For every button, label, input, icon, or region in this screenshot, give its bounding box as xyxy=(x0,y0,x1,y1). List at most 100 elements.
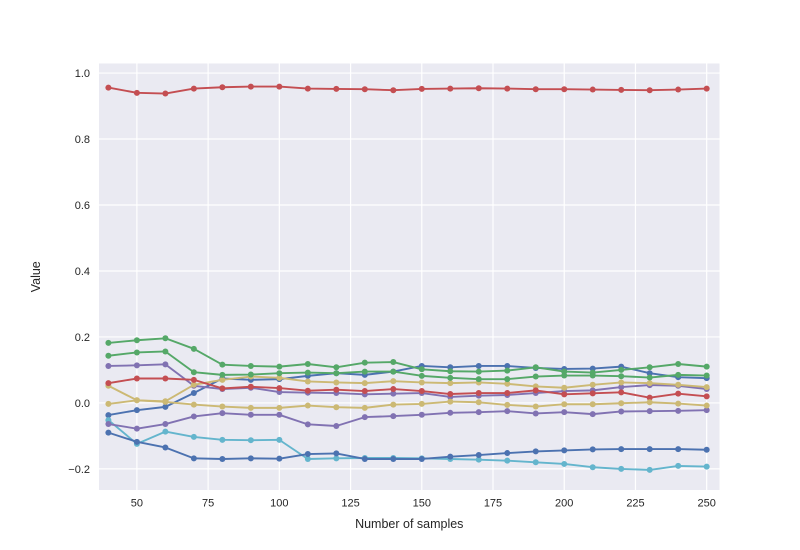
series-11-yellow-point-x190 xyxy=(532,403,539,410)
y-tick-label-0.0: 0.0 xyxy=(75,398,90,410)
x-tick-label-75: 75 xyxy=(202,498,214,510)
series-10-purple-point-x170 xyxy=(475,409,482,416)
series-5-yellow-point-x230 xyxy=(646,380,653,387)
y-tick-label-1.0: 1.0 xyxy=(75,68,90,80)
series-5-yellow-point-x80 xyxy=(219,376,226,383)
series-6-cyan-point-x90 xyxy=(247,437,254,444)
series-10-purple-point-x160 xyxy=(447,409,454,416)
series-5-yellow-point-x160 xyxy=(447,380,454,387)
series-3-red-point-x250 xyxy=(703,85,710,92)
series-3-red-point-x240 xyxy=(675,86,682,93)
series-8-green-point-x50 xyxy=(133,349,140,356)
series-10-purple-point-x150 xyxy=(418,411,425,418)
series-7-blue-point-x60 xyxy=(162,444,169,451)
series-3-red-point-x210 xyxy=(589,86,596,93)
series-10-purple-point-x90 xyxy=(247,411,254,418)
series-8-green-point-x250 xyxy=(703,372,710,379)
series-3-red-point-x70 xyxy=(190,85,197,92)
series-10-purple-point-x100 xyxy=(276,411,283,418)
series-7-blue-point-x200 xyxy=(561,447,568,454)
series-11-yellow-point-x250 xyxy=(703,402,710,409)
series-3-red-point-x170 xyxy=(475,85,482,92)
series-3-red-point-x110 xyxy=(304,85,311,92)
series-6-cyan-point-x190 xyxy=(532,459,539,466)
series-5-yellow-point-x130 xyxy=(361,380,368,387)
series-11-yellow-point-x90 xyxy=(247,404,254,411)
series-10-purple-line xyxy=(107,409,708,430)
series-9-red-point-x210 xyxy=(589,390,596,397)
y-axis-label: Value xyxy=(29,261,43,292)
series-7-blue-point-x70 xyxy=(190,455,197,462)
series-9-red-point-x170 xyxy=(475,390,482,397)
series-6-cyan-point-x210 xyxy=(589,464,596,471)
x-tick-label-250: 250 xyxy=(698,498,716,510)
series-5-yellow-point-x150 xyxy=(418,379,425,386)
series-11-yellow-point-x170 xyxy=(475,399,482,406)
series-10-purple-point-x180 xyxy=(504,408,511,415)
series-8-green-point-x170 xyxy=(475,376,482,383)
series-9-red-point-x90 xyxy=(247,383,254,390)
series-7-blue-point-x250 xyxy=(703,446,710,453)
series-11-yellow-point-x100 xyxy=(276,404,283,411)
series-8-green-point-x90 xyxy=(247,371,254,378)
series-8-green-point-x180 xyxy=(504,376,511,383)
series-9-red-point-x200 xyxy=(561,391,568,398)
series-1-blue-point-x230 xyxy=(646,370,653,377)
y-tick-label-0.6: 0.6 xyxy=(75,200,90,212)
series-11-yellow-point-x40 xyxy=(105,400,112,407)
grid-lines xyxy=(99,63,720,490)
series-2-green-point-x160 xyxy=(447,368,454,375)
series-9-red-point-x250 xyxy=(703,393,710,400)
series-6-cyan-point-x170 xyxy=(475,456,482,463)
series-11-yellow-point-x110 xyxy=(304,402,311,409)
series-1-blue-point-x70 xyxy=(190,390,197,397)
series-9-red-point-x50 xyxy=(133,375,140,382)
series-5-yellow-point-x200 xyxy=(561,384,568,391)
series-2-green-point-x80 xyxy=(219,361,226,368)
series-2-green-point-x140 xyxy=(390,359,397,366)
series-7-blue-line xyxy=(107,431,708,460)
series-8-green-point-x200 xyxy=(561,372,568,379)
series-7-blue-point-x90 xyxy=(247,455,254,462)
series-11-yellow-point-x50 xyxy=(133,397,140,404)
series-2-green-point-x50 xyxy=(133,337,140,344)
series-11-yellow-point-x60 xyxy=(162,398,169,405)
series-5-yellow-point-x210 xyxy=(589,381,596,388)
series-8-green-point-x130 xyxy=(361,368,368,375)
series-2-green-point-x130 xyxy=(361,359,368,366)
series-8-green-point-x70 xyxy=(190,369,197,376)
series-2-green-point-x180 xyxy=(504,367,511,374)
series-1-blue-line xyxy=(107,365,708,417)
series-8-green-point-x100 xyxy=(276,370,283,377)
series-5-yellow-point-x140 xyxy=(390,378,397,385)
series-1-blue-point-x60 xyxy=(162,403,169,410)
series-5-yellow-point-x100 xyxy=(276,374,283,381)
series-6-cyan-point-x100 xyxy=(276,436,283,443)
series-10-purple-point-x210 xyxy=(589,411,596,418)
series-3-red-point-x120 xyxy=(333,85,340,92)
series-2-green-point-x40 xyxy=(105,339,112,346)
series-8-green-point-x150 xyxy=(418,372,425,379)
series-7-blue-point-x170 xyxy=(475,452,482,459)
series-2-green-point-x230 xyxy=(646,364,653,371)
series-10-purple-point-x120 xyxy=(333,423,340,430)
series-3-red-point-x190 xyxy=(532,86,539,93)
series-9-red-point-x110 xyxy=(304,387,311,394)
series-6-cyan-point-x60 xyxy=(162,428,169,435)
series-3-red-point-x40 xyxy=(105,84,112,91)
series-10-purple-point-x110 xyxy=(304,421,311,428)
series-2-green-point-x70 xyxy=(190,345,197,352)
series-4-purple-point-x220 xyxy=(618,384,625,391)
series-1-blue-point-x50 xyxy=(133,407,140,414)
series-6-cyan-point-x180 xyxy=(504,457,511,464)
series-2-green-point-x90 xyxy=(247,362,254,369)
series-10-purple-point-x240 xyxy=(675,407,682,414)
series-11-yellow-point-x140 xyxy=(390,401,397,408)
series-9-red-point-x80 xyxy=(219,385,226,392)
series-9-red-point-x60 xyxy=(162,375,169,382)
series-9-red-line xyxy=(107,377,708,399)
series-1-blue-point-x170 xyxy=(475,362,482,369)
series-2-green-line xyxy=(107,337,708,374)
series-4-purple-line xyxy=(107,363,708,398)
